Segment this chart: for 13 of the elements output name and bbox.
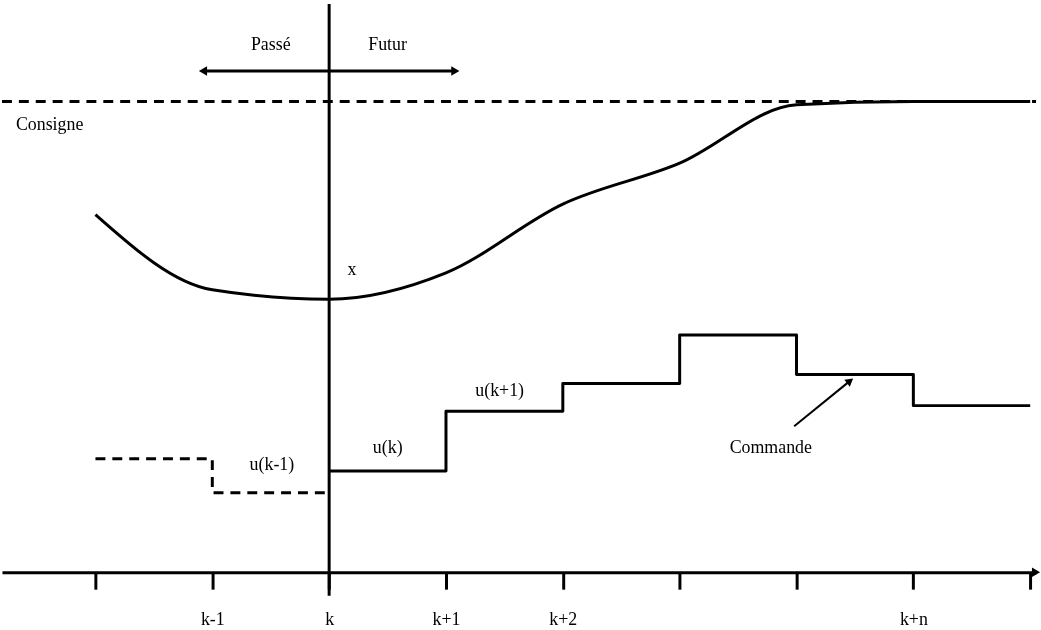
x-tick-label: k+n xyxy=(899,609,928,630)
text: Futur xyxy=(368,34,407,55)
annotation: Commande xyxy=(729,436,813,457)
text: Passé xyxy=(250,34,291,55)
x-tick-label: k xyxy=(325,609,335,630)
annotation: x xyxy=(347,259,357,280)
annotation: u(k+1) xyxy=(475,380,525,402)
annotation: u(k-1) xyxy=(249,453,295,475)
x-tick-label: k+2 xyxy=(549,609,578,630)
x-tick-label: k-1 xyxy=(200,609,225,630)
x-tick-label: k+1 xyxy=(432,609,461,630)
ref-line-label: Consigne xyxy=(15,114,84,135)
annotation: u(k) xyxy=(372,437,403,459)
